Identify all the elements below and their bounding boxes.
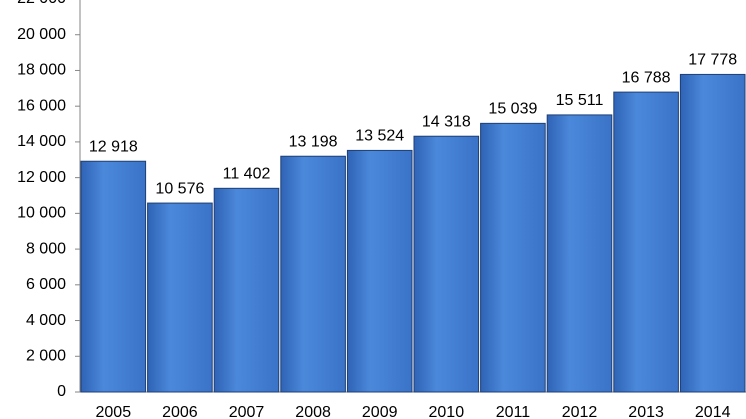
value-label: 17 778 — [688, 52, 737, 69]
y-tick-label: 14 000 — [17, 133, 66, 150]
x-tick-label: 2006 — [162, 404, 198, 419]
bar — [679, 73, 746, 393]
y-tick-label: 22 000 — [17, 0, 66, 7]
value-label: 12 918 — [89, 138, 138, 155]
value-label: 15 511 — [556, 92, 604, 109]
value-label: 13 198 — [289, 133, 338, 150]
x-tick-label: 2005 — [96, 404, 132, 419]
y-tick-label: 20 000 — [17, 26, 66, 43]
y-tick-label: 2 000 — [26, 347, 66, 364]
value-label: 10 576 — [155, 180, 204, 197]
y-tick-label: 8 000 — [26, 240, 66, 257]
bar — [613, 91, 679, 393]
y-tick-label: 10 000 — [17, 205, 66, 222]
bar — [147, 202, 213, 393]
value-label: 14 318 — [422, 113, 471, 130]
bar — [346, 149, 413, 393]
y-tick-label: 6 000 — [26, 276, 66, 293]
bar — [280, 155, 346, 393]
x-tick-label: 2009 — [362, 404, 398, 419]
x-tick-label: 2011 — [496, 404, 531, 419]
value-label: 16 788 — [622, 69, 671, 86]
x-tick-label: 2012 — [562, 404, 598, 419]
y-tick-label: 4 000 — [26, 312, 66, 329]
y-tick-label: 0 — [57, 383, 66, 400]
bar — [480, 122, 546, 393]
x-tick-label: 2013 — [628, 404, 664, 419]
y-tick-label: 16 000 — [17, 97, 66, 114]
value-label: 11 402 — [223, 166, 271, 183]
y-tick-label: 18 000 — [17, 62, 66, 79]
x-tick-label: 2007 — [229, 404, 265, 419]
bar — [213, 187, 280, 393]
value-label: 13 524 — [355, 128, 404, 145]
bar — [80, 160, 147, 393]
bar — [413, 135, 480, 393]
x-tick-label: 2014 — [695, 404, 731, 419]
x-tick-label: 2008 — [295, 404, 331, 419]
x-tick-label: 2010 — [429, 404, 465, 419]
value-label: 15 039 — [488, 101, 537, 118]
bar — [546, 114, 613, 393]
y-tick-label: 12 000 — [17, 169, 66, 186]
